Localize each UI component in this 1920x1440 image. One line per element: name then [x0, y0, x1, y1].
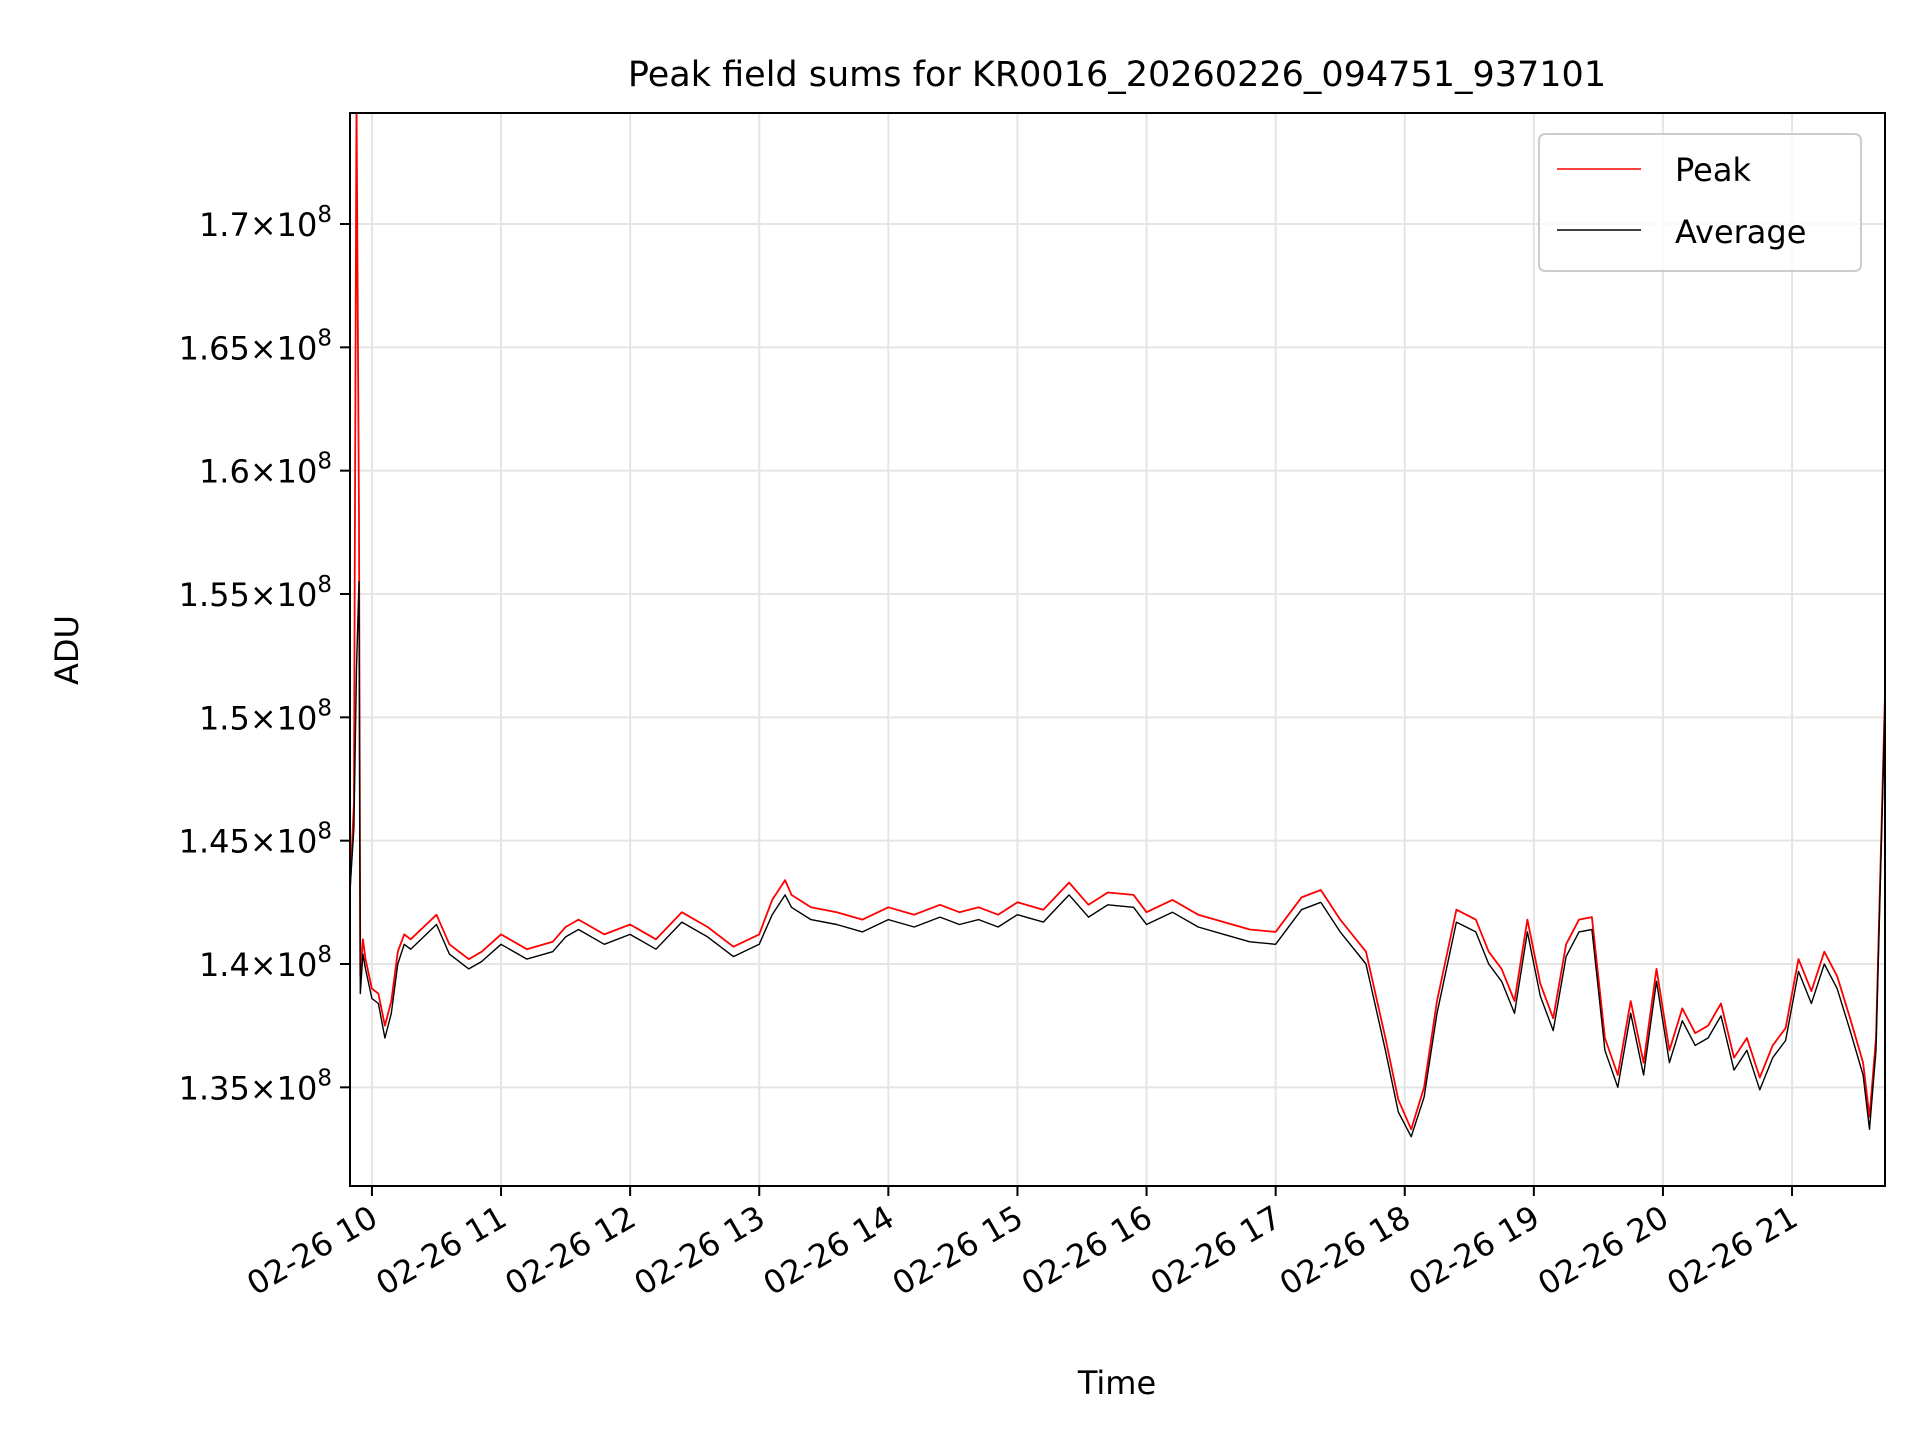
y-tick-label: 1.55×108: [179, 572, 332, 614]
y-tick-label: 1.7×108: [199, 202, 332, 244]
y-tick-times: ×: [250, 206, 277, 244]
y-tick-base: 10: [277, 699, 318, 737]
y-tick-label: 1.6×108: [199, 449, 332, 491]
y-tick-mantissa: 1.5: [199, 699, 250, 737]
y-tick-mantissa: 1.4: [199, 946, 250, 984]
series-line-peak: [350, 113, 1885, 1131]
y-tick-times: ×: [250, 576, 277, 614]
y-tick-times: ×: [250, 946, 277, 984]
y-tick-mantissa: 1.65: [179, 329, 250, 367]
chart-title: Peak field sums for KR0016_20260226_0947…: [628, 55, 1606, 95]
y-tick-mantissa: 1.45: [179, 823, 250, 861]
y-tick-exponent: 8: [317, 449, 332, 475]
y-tick-exponent: 8: [317, 1065, 332, 1091]
y-tick-label: 1.65×108: [179, 325, 332, 367]
y-tick-base: 10: [277, 453, 318, 491]
y-tick-times: ×: [250, 1069, 277, 1107]
x-axis-label: Time: [1077, 1364, 1156, 1402]
y-axis-label: ADU: [48, 615, 86, 685]
y-tick-times: ×: [250, 453, 277, 491]
y-tick-exponent: 8: [317, 695, 332, 721]
y-tick-base: 10: [277, 946, 318, 984]
y-tick-label: 1.35×108: [179, 1065, 332, 1107]
y-tick-exponent: 8: [317, 325, 332, 351]
y-tick-base: 10: [277, 206, 318, 244]
y-tick-mantissa: 1.6: [199, 453, 250, 491]
y-tick-times: ×: [250, 329, 277, 367]
y-tick-exponent: 8: [317, 819, 332, 845]
series-layer: [350, 113, 1885, 1138]
y-tick-label: 1.45×108: [179, 819, 332, 861]
y-tick-base: 10: [277, 329, 318, 367]
series-line-average: [350, 581, 1885, 1138]
y-tick-exponent: 8: [317, 572, 332, 598]
legend: Peak Average: [1538, 133, 1862, 272]
y-tick-exponent: 8: [317, 942, 332, 968]
y-tick-base: 10: [277, 823, 318, 861]
y-tick-mantissa: 1.7: [199, 206, 250, 244]
y-tick-base: 10: [277, 1069, 318, 1107]
y-tick-label: 1.4×108: [199, 942, 332, 984]
legend-average-label: Average: [1675, 213, 1806, 251]
plot-frame: [349, 112, 1886, 1187]
y-tick-label: 1.5×108: [199, 695, 332, 737]
y-tick-mantissa: 1.55: [179, 576, 250, 614]
y-axis: 1.35×1081.4×1081.45×1081.5×1081.55×1081.…: [179, 202, 350, 1107]
y-tick-mantissa: 1.35: [179, 1069, 250, 1107]
legend-peak-label: Peak: [1675, 151, 1751, 189]
y-tick-base: 10: [277, 576, 318, 614]
y-tick-times: ×: [250, 823, 277, 861]
y-tick-times: ×: [250, 699, 277, 737]
y-tick-exponent: 8: [317, 202, 332, 228]
